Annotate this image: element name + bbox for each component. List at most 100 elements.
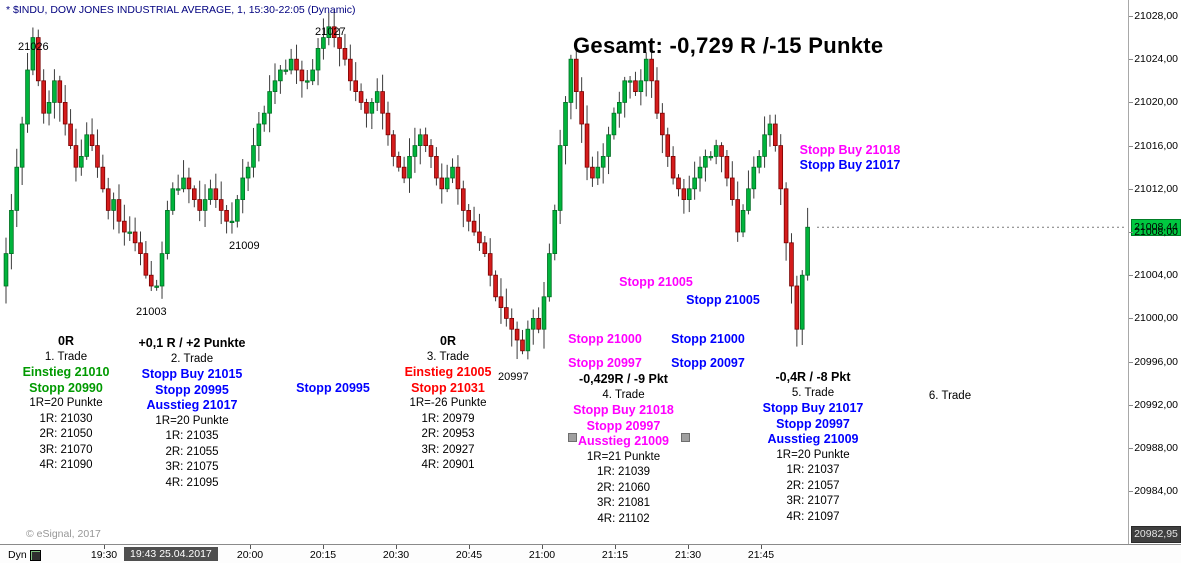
price-tick-label: 21024,00 — [1134, 53, 1178, 66]
note-line: Stopp 20997 — [776, 416, 850, 431]
candle-body — [573, 58, 579, 93]
candle-body — [697, 166, 703, 179]
candle-body — [251, 145, 256, 168]
candle-body — [735, 199, 740, 233]
candle-body — [25, 69, 30, 125]
candle-body — [730, 177, 735, 201]
candle-body — [654, 80, 660, 114]
price-tick-mark — [1129, 275, 1133, 277]
candle-body — [649, 58, 654, 82]
candle-body — [299, 69, 305, 82]
note-line: +0,1 R / +2 Punkte — [138, 336, 246, 350]
candle-body — [530, 317, 536, 330]
candle-body — [643, 58, 649, 82]
price-tick-label: 20992,00 — [1134, 398, 1178, 411]
stopp-20997-magenta-label[interactable]: Stopp 20997 — [555, 356, 655, 372]
time-axis[interactable]: Dyn 19:43 25.04.2017 19:30 20:00 20:15 20:3… — [0, 544, 1181, 563]
candle-body — [122, 220, 127, 233]
stopp-buy-21018-magenta-label[interactable]: Stopp Buy 21018 — [785, 143, 915, 159]
note-line: 2. Trade — [170, 352, 214, 365]
candle-body — [52, 80, 57, 103]
note-line: 2R: 21050 — [39, 428, 93, 440]
swing-price-label: 21027 — [315, 26, 346, 38]
candle-body — [35, 37, 41, 82]
candle-body — [261, 112, 267, 125]
note-line: 4R: 21102 — [597, 512, 650, 525]
candle-body — [568, 58, 574, 103]
note-line: 1R: 20979 — [421, 412, 475, 425]
stopp-20995-label[interactable]: Stopp 20995 — [283, 381, 383, 397]
note-drag-handle[interactable] — [568, 433, 577, 442]
stopp-21000-magenta-label[interactable]: Stopp 21000 — [555, 332, 655, 348]
candles-svg[interactable] — [0, 0, 1128, 544]
candle-body — [256, 123, 262, 147]
note-line: 1R: 21037 — [786, 464, 840, 476]
candle-body — [342, 48, 348, 60]
note-line: Stopp 21031 — [411, 380, 485, 395]
candle-body — [315, 48, 321, 71]
candle-body — [84, 134, 90, 157]
note-line: Stopp Buy 21017 — [799, 158, 901, 172]
annotations-layer: 21026 21027 21009 21003 20997 0R 1. Trade Einst… — [10, 26, 995, 527]
candle-body — [224, 209, 229, 222]
candle-body — [660, 112, 665, 136]
candle-body — [557, 145, 563, 211]
candle-body — [202, 199, 208, 211]
candle-body — [46, 102, 52, 114]
note-line: 4R: 21095 — [165, 476, 219, 489]
stopp-21005-magenta-label[interactable]: Stopp 21005 — [601, 275, 711, 291]
candle-body — [509, 317, 515, 330]
candle-body — [331, 26, 337, 38]
note-line: 1R=-26 Punkte — [409, 397, 487, 409]
dyn-toggle[interactable]: Dyn — [8, 549, 41, 561]
trade-2-note[interactable]: +0,1 R / +2 Punkte 2. Trade Stopp Buy 2101… — [118, 336, 266, 491]
candle-body — [186, 177, 192, 190]
price-axis[interactable]: 21008,44 20982,95 21028,00 21024,00 21020,… — [1128, 0, 1181, 544]
stopp-21000-blue-label[interactable]: Stopp 21000 — [658, 332, 758, 348]
candle-body — [143, 253, 149, 276]
trade-5-note[interactable]: -0,4R / -8 Pkt 5. Trade Stopp Buy 21017 Sto… — [743, 370, 883, 525]
stopp-buy-21017-blue-label[interactable]: Stopp Buy 21017 — [785, 158, 915, 174]
candle-body — [283, 69, 289, 72]
trade-1-note[interactable]: 0R 1. Trade Einstieg 21010 Stopp 20990 1R=20… — [10, 334, 122, 474]
price-tick-label: 21008,00 — [1134, 226, 1178, 238]
note-line: 1R: 21030 — [39, 412, 93, 425]
stopp-21005-blue-label[interactable]: Stopp 21005 — [668, 293, 778, 309]
candle-body — [617, 102, 622, 114]
price-tick-label: 20988,00 — [1134, 442, 1178, 454]
candle-body — [19, 123, 25, 168]
candle-body — [191, 188, 197, 201]
note-line: 1. Trade — [44, 350, 88, 363]
note-line: Ausstieg 21017 — [146, 398, 238, 412]
candle-body — [724, 155, 730, 179]
candle-body — [197, 199, 202, 211]
trade-3-note[interactable]: 0R 3. Trade Einstieg 21005 Stopp 21031 1R=-2… — [393, 334, 503, 474]
candle-body — [428, 145, 434, 157]
note-line: 6. Trade — [928, 390, 972, 402]
candle-body — [444, 177, 450, 190]
stopp-20097-blue-label[interactable]: Stopp 20097 — [658, 356, 758, 372]
trade-6-note[interactable]: 6. Trade — [905, 389, 995, 405]
candle-body — [477, 231, 482, 244]
price-tick-mark — [1129, 448, 1133, 449]
price-tick-label: 20984,00 — [1134, 485, 1178, 498]
note-drag-handle[interactable] — [681, 433, 690, 442]
candle-body — [245, 166, 251, 179]
candle-body — [321, 37, 326, 49]
chart-plot-area[interactable]: 21026 21027 21009 21003 20997 0R 1. Trade Einst… — [0, 0, 1128, 544]
candle-body — [159, 253, 165, 287]
candle-body — [68, 123, 73, 147]
note-line: 2R: 21055 — [165, 445, 219, 458]
candle-body — [514, 328, 520, 341]
candle-body — [756, 155, 762, 168]
candle-body — [385, 112, 391, 136]
note-line: 4R: 20901 — [421, 459, 475, 471]
last-price-box: 21008,44 — [1131, 219, 1181, 237]
candle-body — [127, 231, 133, 234]
candle-body — [536, 317, 541, 330]
note-line: Ausstieg 21009 — [767, 432, 859, 446]
candle-body — [541, 296, 547, 330]
trade-4-note[interactable]: -0,429R / -9 Pkt 4. Trade Stopp Buy 21018 S… — [556, 372, 691, 527]
note-line: 2R: 21060 — [596, 481, 651, 494]
note-line: Stopp 20990 — [29, 380, 103, 395]
